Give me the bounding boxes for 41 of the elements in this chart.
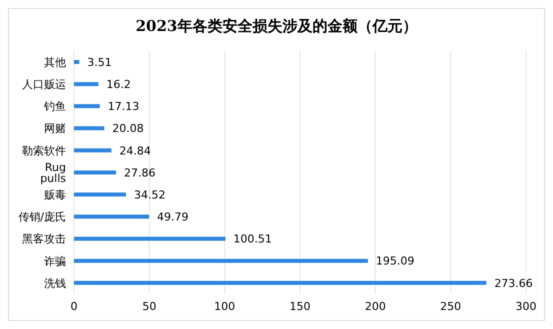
y-tick-label: 贩毒 [44, 188, 66, 202]
bar [74, 60, 80, 64]
bar [74, 148, 112, 152]
chart-title: 2023年各类安全损失涉及的金额（亿元） [134, 16, 418, 37]
y-tick-label: 钓鱼 [43, 100, 66, 114]
data-label: 20.08 [112, 122, 144, 136]
y-tick-label: 黑客攻击 [22, 232, 66, 246]
data-label: 100.51 [233, 232, 272, 246]
data-label: 27.86 [124, 166, 156, 180]
bar [74, 126, 104, 130]
y-tick-label: 人口贩运 [22, 78, 66, 92]
y-tick-label: 诈骗 [44, 254, 66, 268]
y-tick-label: Rug pulls [40, 160, 66, 185]
bar [74, 214, 150, 219]
bar [74, 280, 486, 285]
x-tick-label: 200 [364, 300, 386, 313]
y-tick-label: 其他 [44, 56, 66, 69]
x-tick-label: 100 [214, 300, 236, 313]
x-tick-label: 250 [440, 300, 462, 313]
bar [74, 104, 100, 108]
y-tick-label: 传销/庞氏 [18, 210, 66, 224]
x-tick-label: 150 [290, 300, 310, 313]
data-label: 34.52 [134, 188, 166, 202]
data-label: 195.09 [376, 254, 414, 268]
bar [74, 170, 116, 174]
bar [74, 192, 126, 197]
data-label: 16.2 [106, 78, 131, 91]
x-tick-label: 50 [142, 300, 156, 313]
data-label: 3.51 [87, 56, 112, 69]
x-tick-label: 0 [70, 300, 78, 313]
data-label: 24.84 [119, 144, 151, 158]
bar [74, 258, 368, 263]
y-tick-label: 勒索软件 [22, 144, 66, 158]
bar [74, 82, 98, 86]
y-tick-label: 网赌 [44, 122, 66, 136]
bar [74, 236, 226, 241]
data-label: 49.79 [157, 210, 189, 224]
data-label: 17.13 [108, 100, 140, 114]
x-tick-label: 300 [516, 300, 536, 313]
data-label: 273.66 [494, 276, 533, 290]
y-tick-label: 洗钱 [44, 276, 66, 290]
